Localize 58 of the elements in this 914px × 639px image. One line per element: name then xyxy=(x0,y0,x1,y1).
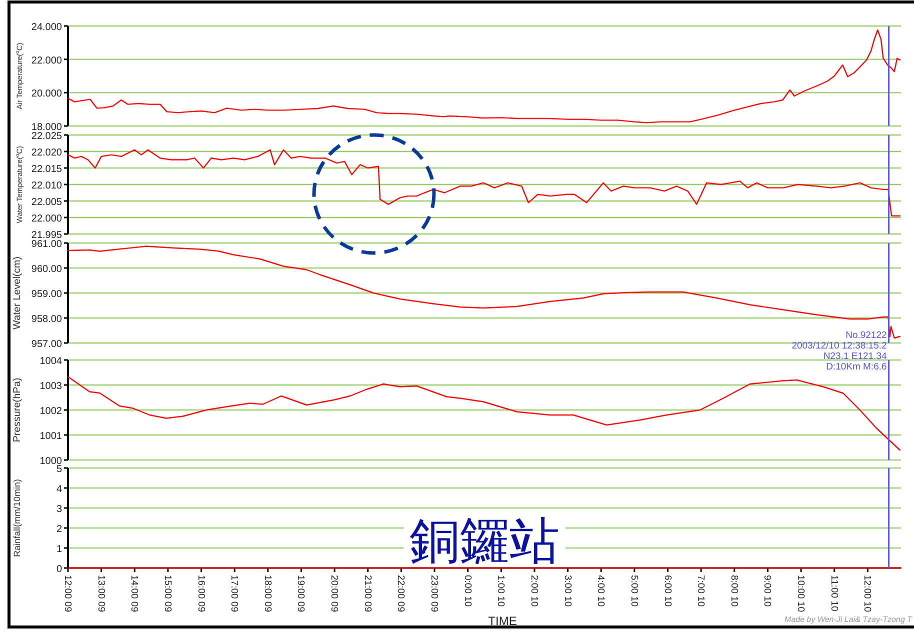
y-tick-label: 22.000 xyxy=(31,214,62,224)
y-tick-label: 958.00 xyxy=(31,314,62,325)
x-tick-label: 4:00 10 xyxy=(595,575,606,607)
y-tick-label: 4 xyxy=(56,484,62,495)
y-tick-label: 957.00 xyxy=(31,339,62,350)
x-tick-label: 9:00 10 xyxy=(762,575,773,607)
x-tick-label: 21:00 09 xyxy=(362,575,373,612)
y-axis-title: Pressure(hPa) xyxy=(12,378,23,442)
x-tick-label: 19:00 09 xyxy=(295,575,306,612)
y-tick-label: 22.010 xyxy=(31,180,62,192)
y-tick-label: 18.000 xyxy=(31,122,62,133)
y-tick-label: 1001 xyxy=(40,431,62,442)
y-tick-label: 1002 xyxy=(40,406,62,417)
y-tick-label: 960.00 xyxy=(31,264,62,275)
y-tick-label: 1004 xyxy=(40,356,62,367)
x-tick-label: 5:00 10 xyxy=(628,575,640,607)
y-tick-label: 1003 xyxy=(40,381,62,392)
y-tick-label: 5 xyxy=(56,464,62,475)
y-tick-label: 2 xyxy=(56,524,62,535)
x-tick-label: 13:00 09 xyxy=(95,575,106,612)
x-tick-label: 16:00 09 xyxy=(195,575,206,612)
x-tick-label: 14:00 09 xyxy=(128,575,140,612)
y-tick-label: 21.995 xyxy=(31,230,62,241)
x-tick-label: 12:00 09 xyxy=(62,575,73,612)
y-tick-label: 22.020 xyxy=(31,148,62,158)
ref-line-label: No.92122 2003/12/10 12:38:15.2 N23.1 E121.34 D:10Km M:6.6 xyxy=(792,330,887,372)
x-tick-label: 11:00 10 xyxy=(828,575,840,612)
x-tick-label: 22:00 09 xyxy=(395,575,406,612)
y-tick-label: 3 xyxy=(56,504,62,515)
y-tick-label: 22.005 xyxy=(31,197,62,208)
text: Made by Wen-Ji Lai& Tzay-Tzong T xyxy=(784,615,914,624)
x-tick-label: 12:00 10 xyxy=(862,575,873,612)
y-tick-label: 22.015 xyxy=(31,164,62,175)
y-tick-label: 22.000 xyxy=(31,55,62,66)
y-tick-label: 20.000 xyxy=(31,88,62,100)
x-tick-label: 0:00 10 xyxy=(462,575,473,607)
y-tick-label: 959.00 xyxy=(31,289,62,300)
x-tick-label: 3:00 10 xyxy=(562,575,573,607)
x-tick-label: 2:00 10 xyxy=(528,575,540,607)
y-tick-label: 22.025 xyxy=(31,131,62,142)
x-tick-label: 17:00 09 xyxy=(228,575,240,612)
x-tick-label: 18:00 09 xyxy=(262,575,273,612)
y-axis-title: Rainfall(mm/10min) xyxy=(12,478,22,558)
y-tick-label: 1 xyxy=(56,544,62,555)
x-tick-label: 23:00 09 xyxy=(428,575,440,612)
y-tick-label: 961.00 xyxy=(31,239,62,250)
x-tick-label: 7:00 10 xyxy=(695,575,706,607)
text: 銅鑼站 xyxy=(410,513,560,569)
x-tick-label: 10:00 10 xyxy=(795,575,806,612)
y-axis-title: Water Level(cm) xyxy=(12,256,23,330)
x-tick-label: 20:00 09 xyxy=(328,575,340,612)
x-axis-title: TIME xyxy=(488,614,517,628)
y-tick-label: 24.000 xyxy=(31,22,62,33)
x-tick-label: 8:00 10 xyxy=(728,575,740,607)
y-tick-label: 0 xyxy=(56,564,62,575)
x-tick-label: 15:00 09 xyxy=(162,575,173,612)
x-tick-label: 1:00 10 xyxy=(495,575,506,607)
x-tick-label: 6:00 10 xyxy=(662,575,673,607)
